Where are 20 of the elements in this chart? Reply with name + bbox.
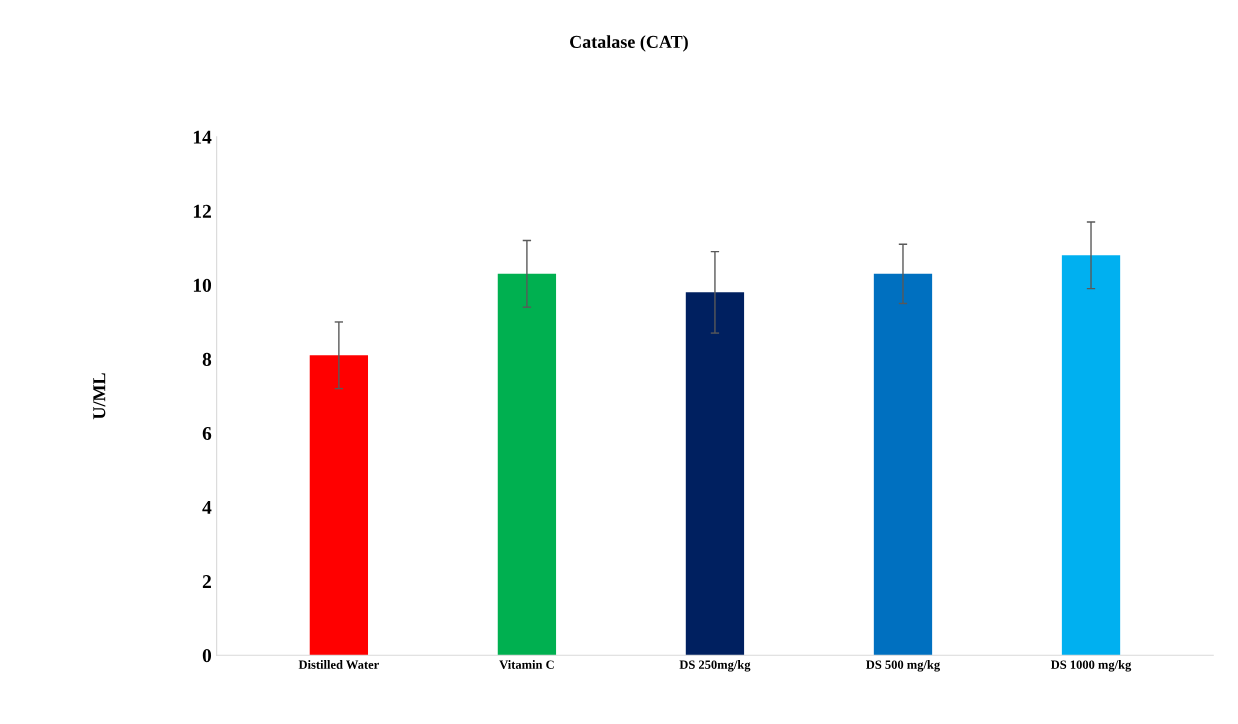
y-tick-label: 0	[202, 649, 212, 663]
y-tick-label: 4	[202, 501, 212, 514]
bar	[309, 355, 369, 656]
x-tick-label: DS 500 mg/kg	[866, 660, 941, 672]
x-tick-label: Distilled Water	[298, 660, 379, 669]
bar	[1061, 255, 1121, 656]
y-tick-label: 12	[193, 204, 211, 218]
y-axis-title: U/ML	[93, 373, 106, 420]
x-tick-label: Vitamin C	[499, 660, 554, 669]
bar	[685, 292, 745, 656]
x-tick-label: DS 1000 mg/kg	[1050, 660, 1132, 672]
y-tick-label: 6	[202, 426, 212, 440]
y-tick-label: 10	[193, 278, 212, 292]
y-tick-label: 2	[202, 575, 211, 588]
x-tick-label: DS 250mg/kg	[679, 660, 751, 672]
bar	[873, 273, 933, 656]
bar	[497, 273, 557, 656]
y-tick-label: 14	[193, 130, 212, 144]
y-tick-label: 8	[202, 352, 212, 366]
chart-title: Catalase (CAT)	[570, 35, 688, 52]
